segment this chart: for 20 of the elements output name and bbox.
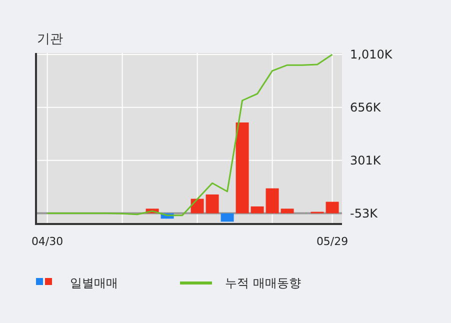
bar — [326, 202, 339, 214]
bar — [206, 194, 219, 214]
line-series — [46, 54, 334, 216]
x-tick-label: 04/30 — [31, 235, 64, 248]
bar — [220, 213, 234, 222]
chart-title: 기관 — [37, 32, 63, 47]
legend-label: 일별매매 — [70, 276, 118, 290]
y-tick-label: 1,010K — [350, 47, 394, 62]
bar — [236, 122, 249, 214]
y-tick-label: -53K — [350, 206, 379, 220]
legend-label: 누적 매매동향 — [225, 276, 301, 290]
x-tick-label: 05/29 — [316, 235, 348, 248]
bar — [190, 198, 204, 214]
legend-item: 일별매매 — [36, 276, 118, 290]
bar — [280, 208, 294, 214]
bar — [250, 206, 264, 214]
y-tick-label: 656K — [350, 100, 382, 114]
bar — [266, 188, 279, 214]
legend-item: 누적 매매동향 — [180, 276, 301, 290]
y-tick-label: 301K — [350, 153, 382, 168]
